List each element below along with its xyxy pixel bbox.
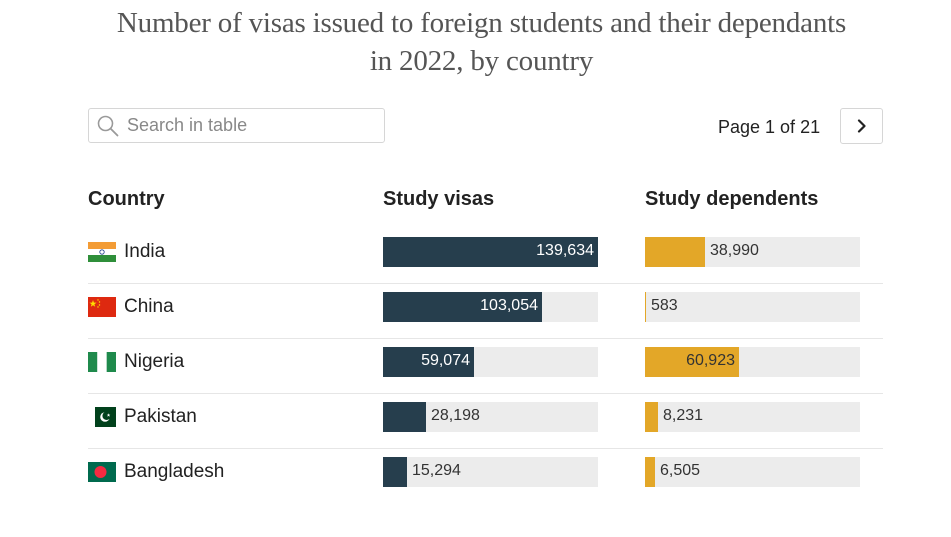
row-bangladesh-study-dependents-value: 6,505 [660,462,701,479]
country-name: China [124,296,174,317]
country-name: India [124,241,166,262]
india-flag-icon [88,242,116,262]
country-name: Bangladesh [124,461,225,482]
row-india-study-dependents-bar [645,237,705,267]
row-pakistan-study-dependents-bar-track: 8,231 [645,402,860,432]
row-india-study-visas-bar-track: 139,634 [383,237,598,267]
title-line-2: in 2022, by country [369,45,594,77]
row-nigeria-study-visas-bar-track: 59,074 [383,347,598,377]
row-pakistan-study-visas-bar-track: 28,198 [383,402,598,432]
next-page-button[interactable] [840,108,883,144]
country-name: Nigeria [124,351,185,372]
column-header-study-dependents[interactable]: Study dependents [645,188,819,210]
row-pakistan-study-visas-bar [383,402,426,432]
row-bangladesh-study-visas-bar [383,457,407,487]
row-bangladesh-study-dependents-bar-track: 6,505 [645,457,860,487]
table-row: China 103,054 583 [88,283,883,339]
table-row: Bangladesh 15,294 6,505 [88,448,883,503]
column-header-study-visas[interactable]: Study visas [383,188,495,210]
title-line-1: Number of visas issued to foreign studen… [116,7,847,39]
chevron-right-icon [857,119,866,133]
row-pakistan-study-dependents-value: 8,231 [663,407,704,424]
row-bangladesh-study-visas-bar-track: 15,294 [383,457,598,487]
bangladesh-flag-icon [88,462,116,482]
row-india-study-visas-value: 139,634 [536,242,594,259]
row-china-study-visas-bar [383,292,542,322]
table-row: India 139,634 38,990 [88,228,883,284]
row-india-study-dependents-value: 38,990 [710,242,759,259]
table-row: Nigeria 59,074 60,923 [88,338,883,394]
row-india-study-dependents-bar-track: 38,990 [645,237,860,267]
china-flag-icon [88,297,116,317]
nigeria-flag-icon [88,352,116,372]
search-input[interactable] [127,115,367,136]
row-india-study-visas-bar [383,237,598,267]
row-china-study-visas-value: 103,054 [480,297,538,314]
row-bangladesh-study-visas-value: 15,294 [412,462,461,479]
row-nigeria-study-visas-value: 59,074 [421,352,470,369]
row-bangladesh-study-dependents-bar [645,457,655,487]
pakistan-flag-icon [88,407,116,427]
row-china-study-dependents-bar [645,292,646,322]
search-box[interactable] [88,108,385,143]
chart-title: Number of visas issued to foreign studen… [0,4,951,80]
row-china-study-dependents-value: 583 [651,297,678,314]
row-nigeria-study-dependents-value: 60,923 [686,352,735,369]
row-nigeria-study-visas-bar [383,347,474,377]
page-indicator: Page 1 of 21 [718,117,821,137]
row-pakistan-study-dependents-bar [645,402,658,432]
row-china-study-dependents-bar-track: 583 [645,292,860,322]
country-name: Pakistan [124,406,197,427]
row-pakistan-study-visas-value: 28,198 [431,407,480,424]
search-icon [97,115,119,136]
row-nigeria-study-dependents-bar [645,347,739,377]
row-nigeria-study-dependents-bar-track: 60,923 [645,347,860,377]
table-row: Pakistan 28,198 8,231 [88,393,883,449]
row-china-study-visas-bar-track: 103,054 [383,292,598,322]
column-header-country[interactable]: Country [88,188,165,210]
